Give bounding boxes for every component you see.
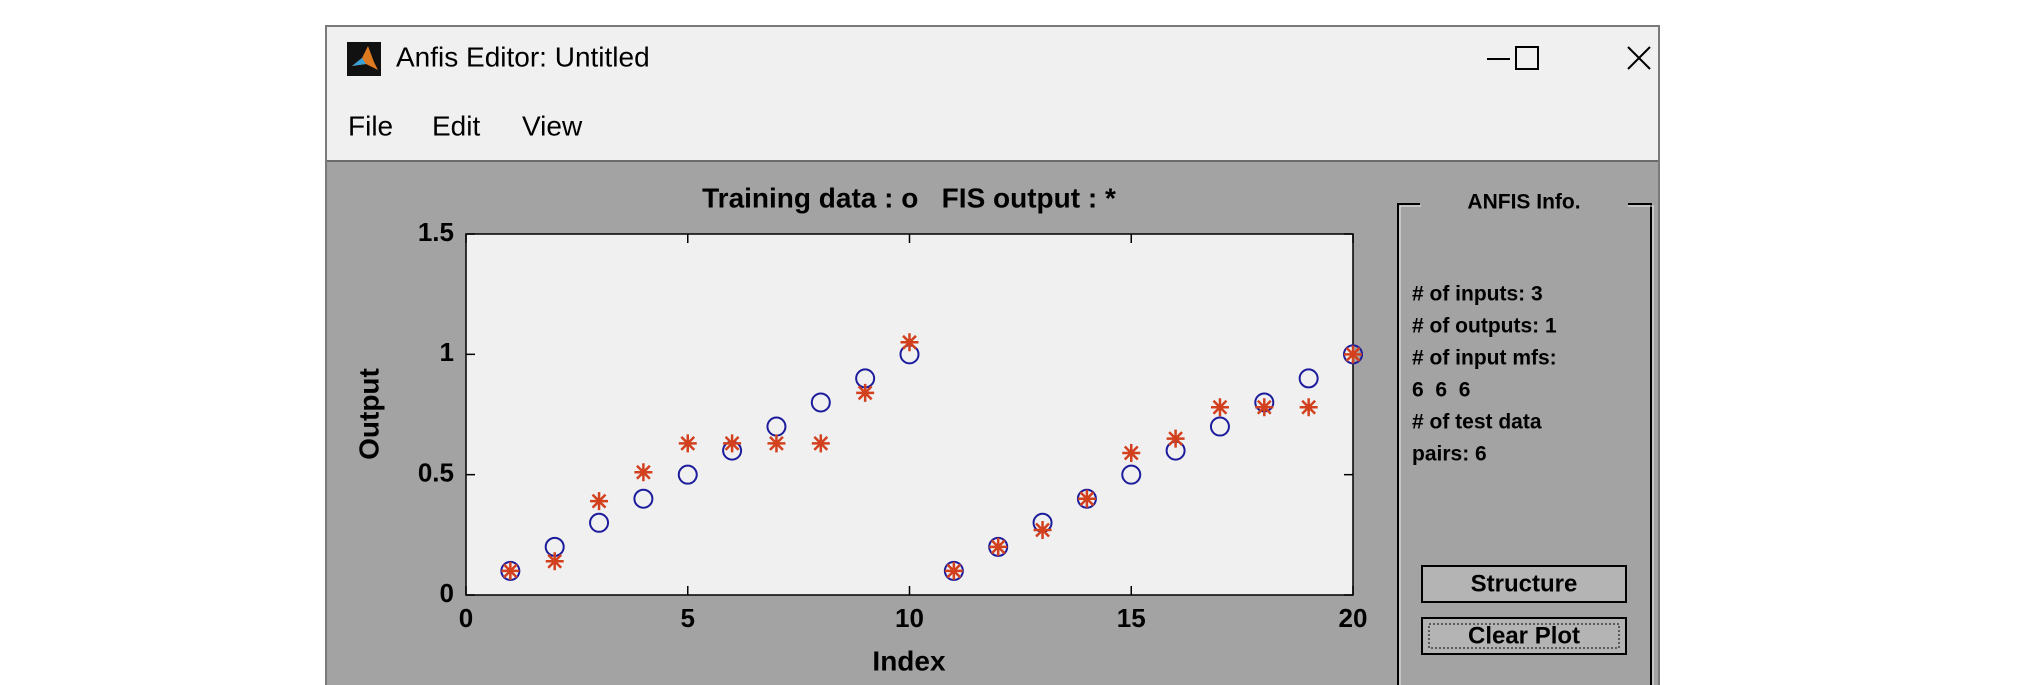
structure-button[interactable]: Structure [1421,565,1627,603]
window-title: Anfis Editor: Untitled [396,41,650,72]
info-line: 6 6 6 [1412,379,1470,402]
training-point [1121,464,1142,485]
menu-item[interactable]: View [522,110,583,141]
training-point [810,392,831,413]
app-icon [347,42,381,76]
clear-plot-button[interactable]: Clear Plot [1421,617,1627,655]
y-tick-label: 0.5 [418,458,454,488]
close-button[interactable] [1627,46,1651,70]
x-tick-label: 5 [681,603,695,633]
fis-output-point [590,492,609,511]
y-tick-label: 0 [440,578,454,608]
plot-area [465,233,1354,596]
fis-output-point [501,561,520,580]
fis-output-point [989,537,1008,556]
plot-layer: 0 5 10 15 20 0 0.5 1 1.5 [418,217,1368,633]
fis-output-point [900,333,919,352]
menu-item[interactable]: Edit [432,110,480,141]
x-axis-label: Index [872,645,946,676]
info-line: pairs: 6 [1412,443,1487,466]
info-line: # of test data [1412,411,1542,434]
fis-output-point [634,463,653,482]
y-tick-label: 1 [440,337,454,367]
x-tick-label: 15 [1117,603,1146,633]
x-tick-label: 0 [459,603,473,633]
training-point [1298,368,1319,389]
info-line: # of input mfs: [1412,347,1557,370]
x-tick-label: 10 [895,603,924,633]
y-tick-label: 1.5 [418,217,454,247]
fis-output-point [1033,521,1052,540]
fis-output-point [767,434,786,453]
fis-output-point [1122,444,1141,463]
fis-output-point [1255,398,1274,417]
fis-output-point [811,434,830,453]
training-point [1209,416,1230,437]
fis-output-point [856,383,875,402]
training-point [589,512,610,533]
fis-output-point [545,552,564,571]
plot-title: Training data : o FIS output : * [702,182,1116,213]
x-tick-label: 20 [1339,603,1368,633]
fis-output-point [1299,398,1318,417]
fis-output-point [1166,429,1185,448]
menu-item[interactable]: File [348,110,393,141]
info-line: # of inputs: 3 [1412,283,1543,306]
fis-output-point [944,561,963,580]
fis-output-point [1210,398,1229,417]
info-frame-highlight [1399,205,1654,685]
info-lines: # of inputs: 3 # of outputs: 1 # of input … [1412,283,1557,466]
info-line: # of outputs: 1 [1412,315,1557,338]
button-label[interactable]: Clear Plot [1468,622,1580,649]
fis-output-point [678,434,697,453]
training-point [677,464,698,485]
fis-output-point [723,434,742,453]
y-axis-label: Output [353,368,384,460]
info-frame [1397,203,1652,685]
button-label[interactable]: Structure [1471,570,1578,597]
fis-output-point [1077,489,1096,508]
info-title: ANFIS Info. [1467,191,1580,214]
fis-output-point [1344,345,1362,364]
maximize-button[interactable] [1515,46,1539,70]
training-point [633,488,654,509]
